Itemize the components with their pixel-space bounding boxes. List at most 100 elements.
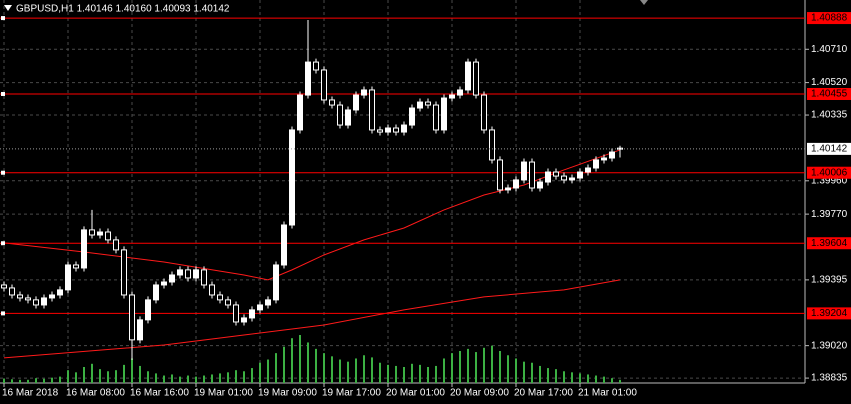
level-marker [1, 311, 5, 316]
volume-bar [171, 374, 173, 383]
candle-body [169, 274, 175, 283]
candle-body [17, 294, 23, 299]
candle-body [561, 175, 567, 181]
candle-body [513, 179, 519, 189]
level-marker [1, 16, 5, 21]
candle-body [113, 239, 119, 251]
volume-bar [91, 363, 93, 383]
volume-bar [267, 359, 269, 383]
candle-body [465, 61, 471, 91]
volume-bar [11, 379, 13, 383]
volume-bar [419, 364, 421, 383]
candle-body [545, 171, 551, 183]
volume-bar [187, 375, 189, 383]
level-label: 1.40888 [811, 13, 848, 24]
candle-body [353, 94, 359, 111]
y-tick-label: 1.39020 [811, 340, 848, 351]
volume-bar [147, 371, 149, 383]
volume-bar [259, 362, 261, 383]
candle-body [457, 89, 463, 96]
candle-body [433, 104, 439, 131]
volume-bar [467, 348, 469, 383]
candle-body [497, 159, 503, 191]
volume-bar [571, 372, 573, 383]
candle-body [377, 129, 383, 133]
volume-bar [139, 365, 141, 383]
x-tick-label: 20 Mar 09:00 [450, 388, 509, 399]
candle-body [177, 269, 183, 276]
volume-bar [155, 373, 157, 383]
candle-body [385, 127, 391, 133]
candle-body [361, 89, 367, 96]
x-tick-label: 20 Mar 01:00 [386, 388, 445, 399]
volume-bar [499, 351, 501, 383]
candle-body [553, 171, 559, 177]
x-tick-label: 16 Mar 2018 [2, 388, 59, 399]
volume-bar [131, 358, 133, 383]
candle-body [297, 94, 303, 131]
level-label-box [807, 307, 851, 320]
volume-bar [283, 346, 285, 383]
candle-body [417, 101, 423, 109]
volume-bar [195, 376, 197, 383]
volume-bar [35, 378, 37, 383]
volume-bar [299, 335, 301, 383]
volume-bar [243, 371, 245, 383]
volume-bar [251, 368, 253, 383]
level-marker [1, 170, 5, 175]
candle-body [529, 161, 535, 189]
candle-body [161, 281, 167, 286]
x-tick-label: 20 Mar 17:00 [514, 388, 573, 399]
volume-bar [339, 359, 341, 383]
volume-bar [355, 358, 357, 383]
volume-bar [83, 367, 85, 383]
volume-bar [411, 363, 413, 383]
candle-body [393, 127, 399, 133]
volume-bar [531, 362, 533, 383]
candle-body [577, 171, 583, 179]
shift-marker [640, 0, 648, 5]
candle-body [25, 297, 31, 301]
current-price-box [807, 142, 851, 155]
candle-body [241, 317, 247, 323]
x-tick-label: 16 Mar 08:00 [66, 388, 125, 399]
volume-bar [67, 370, 69, 383]
y-tick-label: 1.39395 [811, 275, 848, 286]
volume-bar [51, 377, 53, 383]
candle-body [481, 94, 487, 131]
candle-body [537, 181, 543, 189]
volume-bar [59, 376, 61, 383]
volume-bar [3, 378, 5, 383]
volume-bar [179, 376, 181, 383]
volume-bar [595, 375, 597, 383]
volume-bar [507, 355, 509, 383]
candle-body [49, 294, 55, 299]
volume-bar [395, 365, 397, 383]
level-label-box [807, 12, 851, 25]
volume-bar [307, 342, 309, 383]
candle-body [441, 97, 447, 131]
volume-bar [387, 364, 389, 383]
candle-body [409, 107, 415, 126]
level-label: 1.40455 [811, 89, 848, 100]
candle-body [185, 269, 191, 279]
candle-body [193, 269, 199, 279]
candle-body [9, 287, 15, 296]
candle-body [153, 284, 159, 301]
candle-body [329, 99, 335, 106]
volume-bar [75, 372, 77, 383]
volume-bar [475, 352, 477, 383]
volume-bar [275, 353, 277, 383]
volume-bar [603, 376, 605, 383]
candle-body [129, 294, 135, 341]
level-label: 1.39204 [811, 308, 848, 319]
x-tick-label: 19 Mar 09:00 [258, 388, 317, 399]
y-tick-label: 1.40710 [811, 44, 848, 55]
candle-body [265, 299, 271, 306]
volume-bar [19, 379, 21, 383]
x-tick-label: 16 Mar 16:00 [130, 388, 189, 399]
candle-body [305, 61, 311, 96]
candle-body [505, 187, 511, 191]
y-tick-label: 1.39770 [811, 209, 848, 220]
